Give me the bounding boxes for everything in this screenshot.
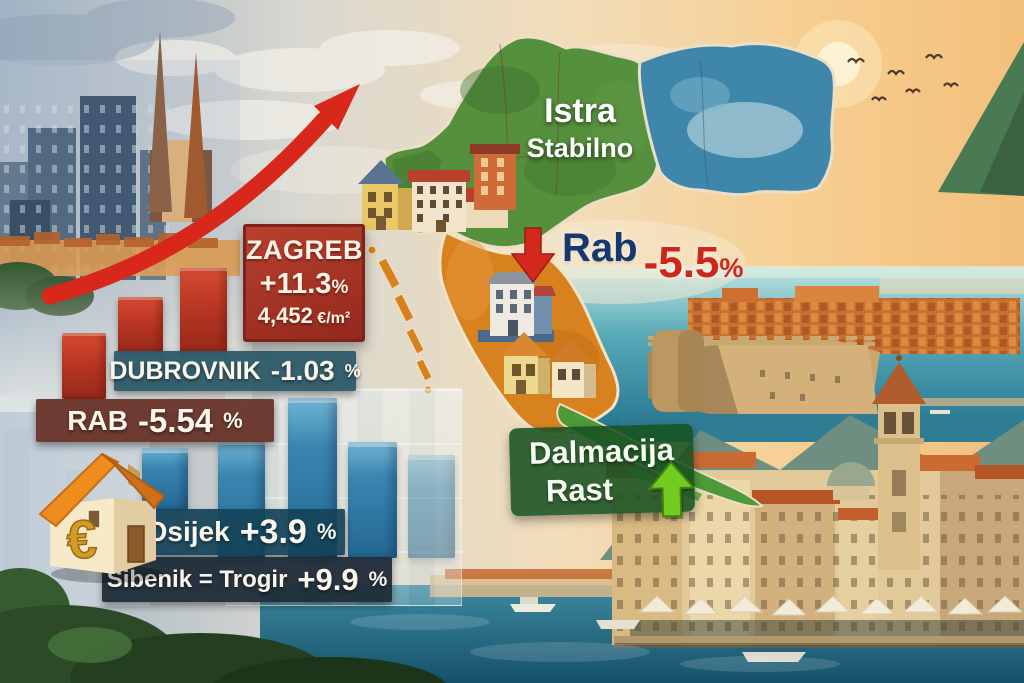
zagreb-price: 4,452 €/m² <box>246 303 362 329</box>
percent-sign: % <box>719 253 744 283</box>
sibenik-trogir-banner: Šibenik = Trogir +9.9% <box>102 557 392 602</box>
dubrovnik-city-label: DUBROVNIK <box>109 356 261 385</box>
blue-bar <box>348 442 397 558</box>
rab-change-value: -5.54 <box>137 401 214 439</box>
rab-map-callout: Rab -5.5% <box>510 226 743 288</box>
osijek-banner: Osijek +3.9% <box>137 509 345 555</box>
osijek-change-value: +3.9 <box>239 512 307 551</box>
percent-sign: % <box>331 276 349 298</box>
waterfront-umbrellas <box>638 595 1024 616</box>
dubrovnik-banner: DUBROVNIK -1.03% <box>109 351 361 391</box>
up-arrow-icon <box>647 460 696 520</box>
istra-name: Istra <box>544 92 616 130</box>
sea-upper <box>560 268 1024 433</box>
sibenik-trogir-label: Šibenik = Trogir <box>106 565 288 593</box>
sibenik-trogir-change-value: +9.9 <box>297 561 359 597</box>
rab-map-change-value: -5.5 <box>643 238 720 287</box>
rab-map-name: Rab <box>562 226 638 270</box>
euro-house-icon: € <box>38 452 166 583</box>
dalmacija-region-banner: Dalmacija Rast <box>508 423 696 520</box>
percent-sign: % <box>316 519 337 544</box>
right-hills <box>928 42 1024 340</box>
bell-tower <box>872 355 926 570</box>
water-reflections <box>350 614 840 672</box>
dalmacija-status: Rast <box>545 471 614 509</box>
istra-status: Stabilno <box>526 133 634 163</box>
zagreb-change: +11.3% <box>246 267 362 301</box>
dubrovnik-change-value: -1.03 <box>270 355 335 386</box>
map-islands-north <box>367 245 433 395</box>
dubrovnik-old-town <box>620 286 1024 442</box>
birds-icon <box>847 53 959 102</box>
map-houses-southeast <box>500 332 596 398</box>
zagreb-price-card: ZAGREB +11.3% 4,452 €/m² <box>243 224 365 342</box>
red-bar <box>118 297 163 353</box>
percent-sign: % <box>344 360 361 381</box>
istra-region-label: Istra Stabilno <box>502 92 658 164</box>
rab-banner: RAB -5.54% <box>36 399 274 442</box>
rab-map-change: -5.5% <box>644 238 744 288</box>
blue-bar <box>408 455 455 558</box>
dark-clouds <box>0 0 235 66</box>
distant-shore <box>880 278 1024 294</box>
percent-sign: % <box>368 567 388 591</box>
down-arrow-icon <box>510 227 556 284</box>
rab-city-label: RAB <box>67 404 128 436</box>
euro-symbol: € <box>65 509 99 571</box>
red-bar <box>180 268 227 353</box>
zagreb-city-label: ZAGREB <box>246 235 363 265</box>
zagreb-change-value: +11.3 <box>259 267 332 300</box>
map-houses-northwest <box>358 144 520 232</box>
percent-sign: % <box>223 407 243 433</box>
osijek-city-label: Osijek <box>145 516 230 547</box>
church-dome <box>827 462 875 500</box>
red-bar <box>62 333 106 399</box>
sun-icon <box>794 20 882 108</box>
cathedral-spires <box>148 30 212 222</box>
zagreb-price-value: 4,452 <box>257 303 313 329</box>
zagreb-price-unit: €/m² <box>312 310 351 328</box>
map-region-east-blue <box>637 42 836 197</box>
boats <box>510 597 806 662</box>
